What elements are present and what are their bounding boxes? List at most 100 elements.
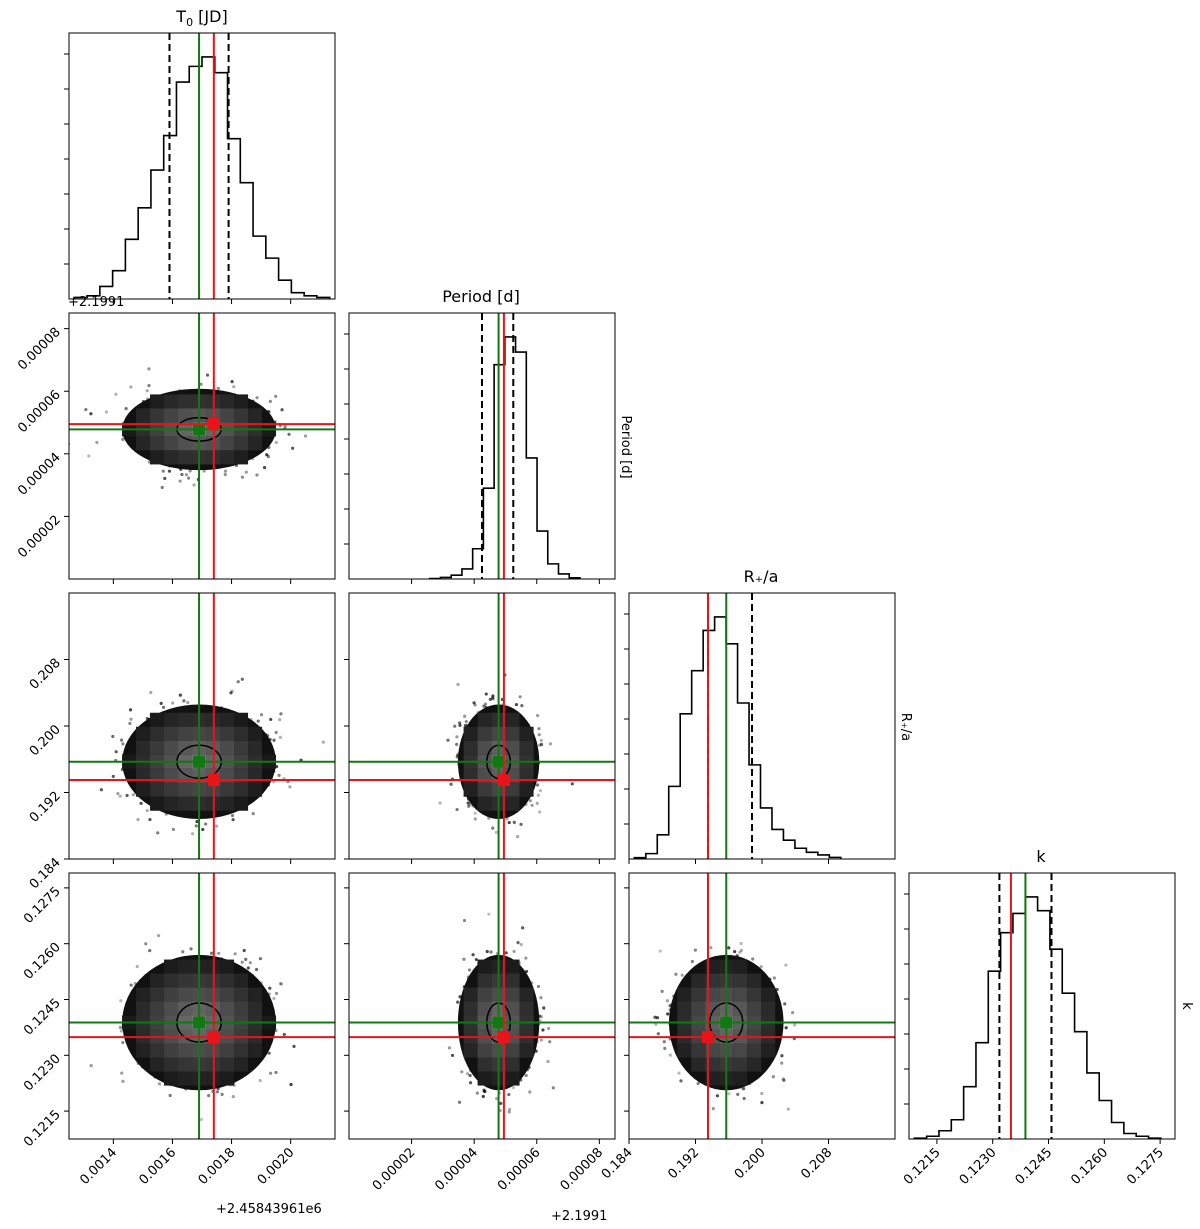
- density-cell: [519, 782, 534, 797]
- x-tick-label: 0.0018: [196, 1145, 239, 1188]
- density-cell: [150, 394, 165, 409]
- sample-point: [116, 791, 120, 796]
- sample-point: [244, 470, 248, 474]
- sample-point: [499, 1101, 503, 1105]
- side-label-k: k: [1179, 1002, 1194, 1010]
- sample-point: [148, 949, 152, 953]
- sample-point: [184, 473, 189, 477]
- density-cell: [150, 1043, 165, 1058]
- sample-point: [279, 982, 284, 986]
- panel-inner: [349, 593, 615, 859]
- sample-point: [119, 738, 124, 742]
- density-cell: [220, 959, 235, 974]
- density-cell: [519, 740, 534, 755]
- density-cell: [220, 436, 235, 451]
- sample-point: [161, 705, 166, 709]
- density-cell: [519, 1043, 534, 1058]
- sample-point: [491, 694, 495, 698]
- sample-point: [528, 799, 532, 803]
- sample-point: [157, 1082, 162, 1086]
- density-cell: [178, 394, 193, 409]
- density-cell: [505, 1001, 520, 1016]
- sample-point: [542, 1006, 546, 1010]
- sample-point: [119, 1029, 123, 1033]
- x-tick-label: 0.0020: [255, 1145, 298, 1188]
- density-cell: [136, 726, 151, 741]
- offset-label-period: +2.1991: [551, 1209, 607, 1224]
- sample-point: [217, 951, 221, 955]
- sample-point: [538, 789, 542, 793]
- sample-point: [274, 730, 278, 735]
- sample-point: [242, 948, 246, 953]
- sample-point: [519, 822, 523, 826]
- sample-point: [458, 721, 462, 725]
- title-t0: T0 [JD]: [175, 7, 227, 29]
- sample-point: [259, 713, 264, 717]
- sample-point: [258, 1078, 262, 1083]
- sample-point: [190, 832, 195, 836]
- sample-point: [466, 801, 470, 805]
- title-rstar-a: R₊/a: [744, 567, 779, 586]
- panel-1-1: [344, 312, 616, 584]
- panel-frame: [68, 312, 336, 580]
- sample-point: [230, 689, 234, 693]
- density-cell: [164, 796, 179, 811]
- sample-point: [446, 738, 450, 742]
- density-cell: [463, 987, 478, 1002]
- y-tick-label: 0.00008: [15, 325, 64, 374]
- sample-point: [236, 680, 240, 684]
- sample-point: [121, 1040, 125, 1045]
- sample-point: [274, 1070, 278, 1075]
- histogram-0: [73, 56, 331, 299]
- y-tick-label: 0.00006: [15, 387, 64, 436]
- sample-point: [268, 399, 272, 404]
- sample-point: [537, 733, 541, 737]
- truth-marker-2-0: [207, 774, 220, 787]
- sample-point: [473, 817, 477, 821]
- sample-point: [507, 820, 511, 825]
- sample-point: [505, 817, 509, 821]
- sample-point: [303, 434, 308, 438]
- sample-point: [456, 1000, 460, 1004]
- sample-point: [188, 469, 192, 473]
- density-cell: [220, 796, 235, 811]
- density-cell: [220, 1071, 235, 1086]
- density-cell: [519, 987, 534, 1002]
- sample-point: [254, 967, 259, 972]
- density-cell: [220, 726, 235, 741]
- density-cell: [220, 1043, 235, 1058]
- sample-point: [204, 822, 208, 826]
- sample-point: [520, 704, 524, 708]
- truth-marker-1-0: [207, 418, 220, 431]
- density-cell: [505, 1071, 520, 1086]
- density-cell: [164, 782, 179, 797]
- sample-point: [231, 818, 235, 822]
- density-cell: [234, 1001, 249, 1016]
- sample-point: [455, 735, 459, 739]
- sample-point: [462, 918, 467, 923]
- sample-point: [463, 723, 468, 728]
- sample-point: [248, 961, 252, 965]
- density-cell: [505, 726, 520, 741]
- sample-point: [465, 1072, 470, 1076]
- density-cell: [136, 740, 151, 755]
- sample-point: [207, 1094, 211, 1098]
- median-marker-2-1: [492, 755, 505, 768]
- histogram-2: [633, 616, 842, 859]
- y-tick-label: 0.200: [27, 722, 64, 759]
- sample-point: [536, 793, 541, 797]
- sample-point: [161, 469, 165, 473]
- sample-point: [462, 957, 466, 961]
- sample-point: [282, 1032, 286, 1037]
- density-cell: [505, 987, 520, 1002]
- density-cell: [234, 726, 249, 741]
- sample-point: [287, 432, 291, 436]
- sample-point: [482, 704, 486, 708]
- sample-point: [186, 700, 190, 705]
- median-marker-1-0: [193, 423, 206, 436]
- density-cell: [234, 1057, 249, 1072]
- sample-point: [111, 774, 115, 778]
- density-cell: [234, 973, 249, 988]
- sample-point: [144, 942, 148, 946]
- density-cell: [234, 987, 249, 1002]
